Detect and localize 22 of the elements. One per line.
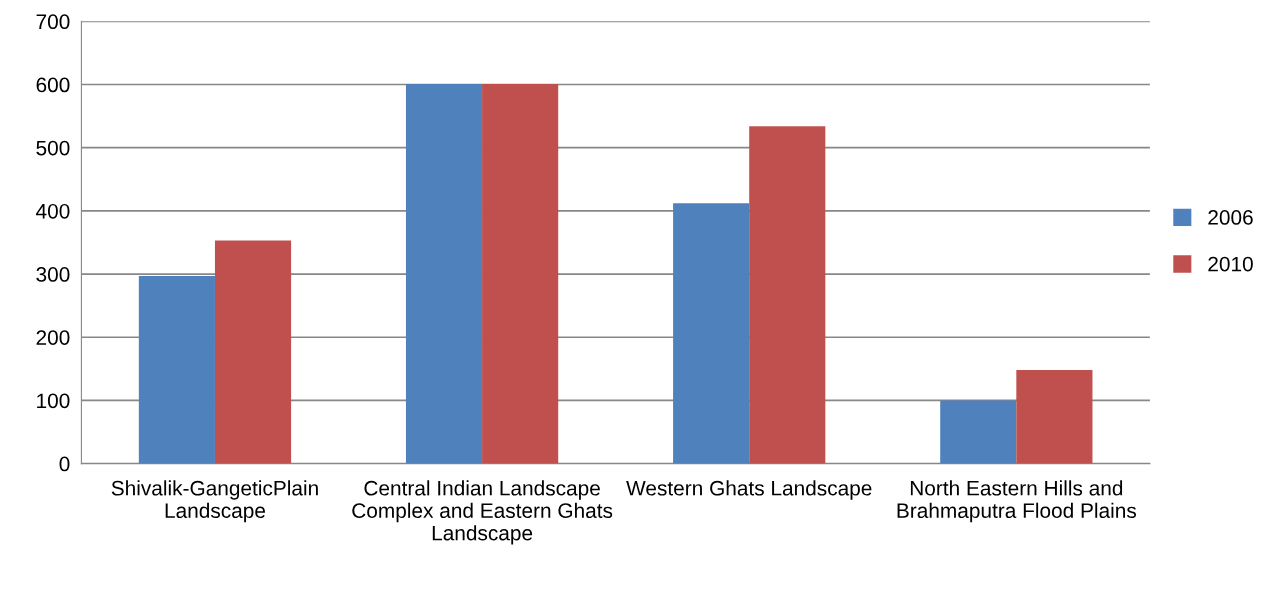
bar [749, 126, 826, 464]
x-tick-label: Shivalik-GangeticPlain Landscape [111, 480, 318, 523]
bar [482, 83, 559, 464]
y-tick-label: 0 [59, 456, 70, 472]
x-tick-label: North Eastern Hills and Brahmaputra Flood Plains [897, 480, 1137, 523]
bar [138, 275, 215, 464]
y-tick-label: 700 [36, 14, 70, 30]
bar [405, 83, 483, 464]
legend-label: 2006 [1208, 210, 1253, 225]
y-tick-label: 200 [36, 330, 70, 345]
x-tick-label: Western Ghats Landscape [626, 480, 872, 500]
bar [214, 240, 292, 464]
bar [940, 400, 1017, 464]
y-tick-label: 300 [36, 267, 70, 282]
legend-label: 2010 [1208, 256, 1253, 272]
bar [1016, 370, 1093, 464]
x-tick-label: Central Indian Landscape Complex and Eastern Ghats Landscape [352, 480, 613, 545]
y-tick-label: 600 [36, 77, 70, 93]
bar [673, 203, 750, 464]
y-tick-label: 400 [36, 203, 70, 219]
y-tick-label: 500 [36, 140, 70, 156]
y-tick-label: 100 [37, 393, 70, 409]
